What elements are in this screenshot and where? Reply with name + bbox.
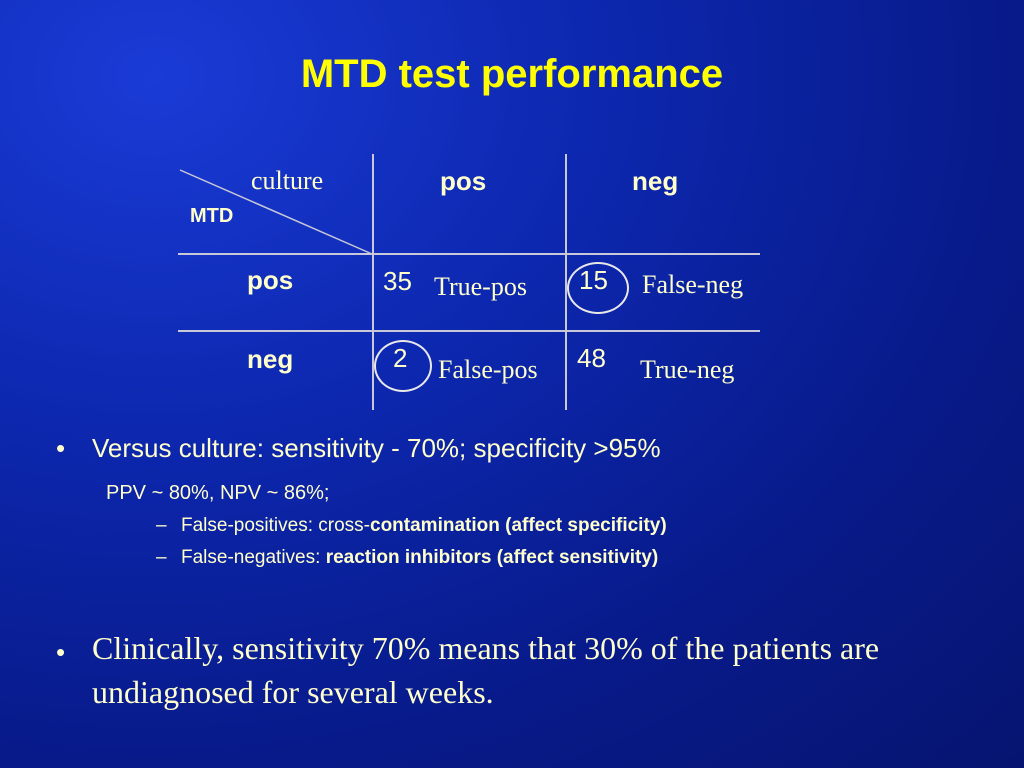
sub-bullet-false-negatives: – False-negatives: reaction inhibitors (… [156,547,996,569]
corner-culture-label: culture [251,166,324,195]
slide-title: MTD test performance [300,52,724,96]
bullet-dot: • [56,433,66,463]
cell-true-pos-label: True-pos [434,272,527,301]
table-hline-2 [178,330,760,332]
cell-false-neg-label: False-neg [642,270,744,299]
bullet-list: • Versus culture: sensitivity - 70%; spe… [56,433,996,569]
sub-bullet-false-negatives-prefix: False-negatives: [181,547,326,568]
col-header-neg: neg [632,166,679,196]
sub-bullet-false-positives: – False-positives: cross-contamination (… [156,515,996,537]
sub-bullet-false-negatives-bold: reaction inhibitors (affect sensitivity) [325,547,659,568]
bullet-sensitivity: • Versus culture: sensitivity - 70%; spe… [56,433,996,464]
row-header-neg: neg [247,344,294,374]
cell-false-pos-value: 2 [393,343,408,373]
corner-mtd-label: MTD [190,205,234,227]
cell-false-neg-value: 15 [579,265,608,295]
row-header-pos: pos [247,265,294,295]
table-vline-1 [372,154,374,410]
col-header-pos: pos [440,166,487,196]
table-vline-2 [565,154,567,410]
corner-diagonal [179,169,373,255]
cell-true-pos-value: 35 [383,266,412,296]
bullet-ppv-npv: PPV ~ 80%, NPV ~ 86%; [106,482,330,504]
table-hline-1 [178,253,760,255]
dash-marker: – [156,515,167,536]
bullet-clinically-text: Clinically, sensitivity 70% means that 3… [92,630,880,710]
sub-bullet-false-positives-bold: contamination (affect specificity) [370,515,667,536]
cell-false-pos-circle [374,340,432,392]
cell-true-neg-value: 48 [577,343,606,373]
sub-bullet-false-positives-prefix: False-positives: cross- [181,515,370,536]
bullet-clinically: • Clinically, sensitivity 70% means that… [56,626,996,714]
dash-marker: – [156,547,167,568]
cell-false-neg-circle [567,262,629,314]
bullet-dot: • [56,637,66,667]
bullet-sensitivity-text: Versus culture: sensitivity - 70%; speci… [92,433,661,463]
bullet-list-2: • Clinically, sensitivity 70% means that… [56,626,996,714]
cell-true-neg-label: True-neg [640,355,735,384]
cell-false-pos-label: False-pos [438,355,538,384]
